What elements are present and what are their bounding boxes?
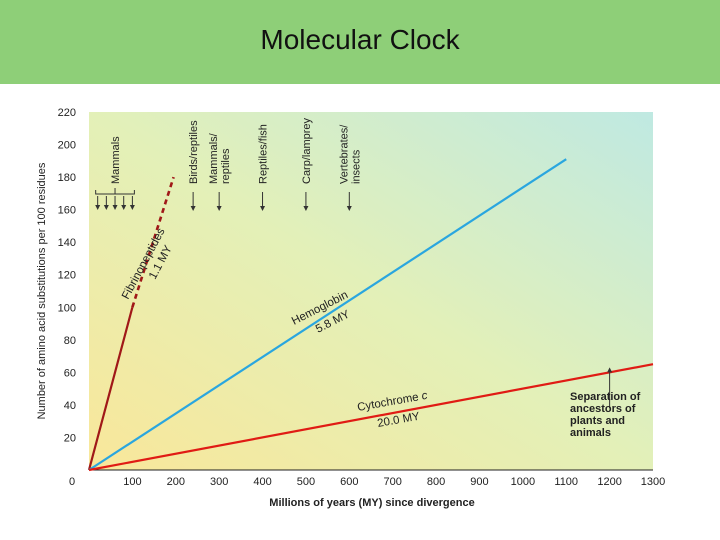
event-arrow-head	[216, 206, 222, 211]
y-axis-label: Number of amino acid substitutions per 1…	[36, 162, 48, 419]
event-arrow-head	[303, 206, 309, 211]
y-tick-label: 120	[58, 270, 76, 282]
x-tick-label: 500	[297, 476, 315, 488]
x-tick-label: 200	[167, 476, 185, 488]
series-line-fibrinopeptides	[87, 306, 134, 471]
y-tick-label: 80	[64, 335, 76, 347]
x-axis-label: Millions of years (MY) since divergence	[269, 497, 474, 509]
x-tick-label: 1100	[554, 476, 578, 488]
mammals-arrow-head	[103, 205, 109, 210]
event-label: Reptiles/fish	[258, 124, 270, 184]
x-tick-label: 1000	[511, 476, 535, 488]
slide-title: Molecular Clock	[260, 24, 460, 55]
event-label: Carp/lamprey	[301, 117, 313, 184]
x-tick-label: 1200	[597, 476, 621, 488]
slide-header: Molecular Clock	[0, 0, 720, 84]
x-tick-label: 400	[253, 476, 271, 488]
x-tick-label: 100	[123, 476, 141, 488]
mammals-bracket	[95, 188, 135, 195]
origin-label: 0	[69, 476, 75, 488]
separation-label: Separation of ancestors of plants and anima…	[570, 391, 641, 439]
event-arrow-head	[346, 206, 352, 211]
y-tick-label: 40	[64, 400, 76, 412]
mammals-label: Mammals	[110, 136, 122, 184]
event-label: Mammals/reptiles	[208, 132, 232, 184]
x-tick-label: 600	[340, 476, 358, 488]
mammals-arrow-head	[112, 205, 118, 210]
x-tick-label: 800	[427, 476, 445, 488]
event-label: Birds/reptiles	[188, 120, 200, 184]
event-arrow-head	[190, 206, 196, 211]
series-line-hemoglobin	[88, 158, 567, 471]
x-tick-label: 300	[210, 476, 228, 488]
y-tick-label: 100	[58, 302, 76, 314]
y-tick-label: 160	[58, 205, 76, 217]
x-tick-label: 700	[384, 476, 402, 488]
y-tick-label: 60	[64, 367, 76, 379]
y-axis-ticks: 20 40 60 80 100 120 140 160 180 200 220	[58, 107, 76, 444]
event-label: Vertebrates/insects	[338, 124, 362, 184]
y-tick-label: 220	[58, 107, 76, 119]
separation-arrow-head	[607, 367, 613, 373]
series-line-fibrinopeptides-extrapolated	[131, 176, 175, 308]
y-tick-label: 200	[58, 140, 76, 152]
x-axis-ticks: 100 200 300 400 500 600 700 800 900 1000 1100 1200 1…	[123, 476, 665, 488]
x-tick-label: 900	[470, 476, 488, 488]
y-tick-label: 140	[58, 237, 76, 249]
mammals-arrow-head	[95, 205, 101, 210]
y-tick-label: 20	[64, 432, 76, 444]
mammals-arrow-head	[121, 205, 127, 210]
event-arrow-head	[260, 206, 266, 211]
y-tick-label: 180	[58, 172, 76, 184]
series-line-cytochrome	[88, 363, 654, 472]
mammals-arrow-head	[129, 205, 135, 210]
x-tick-label: 1300	[641, 476, 665, 488]
plot-background	[89, 112, 653, 470]
series-layer	[87, 158, 654, 472]
